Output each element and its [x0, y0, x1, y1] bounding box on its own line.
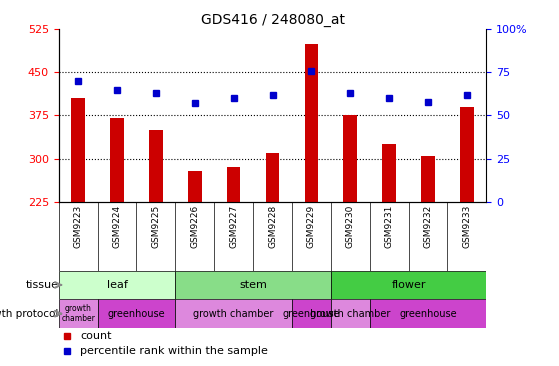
Bar	[266, 153, 280, 202]
Text: leaf: leaf	[107, 280, 127, 290]
Text: greenhouse: greenhouse	[283, 309, 340, 319]
Bar	[292, 299, 331, 328]
Text: GSM9225: GSM9225	[151, 205, 160, 249]
Text: tissue: tissue	[26, 280, 59, 290]
Text: GSM9229: GSM9229	[307, 205, 316, 249]
Text: GSM9230: GSM9230	[346, 205, 355, 249]
Bar	[343, 115, 357, 202]
Bar	[188, 171, 202, 202]
Text: GSM9224: GSM9224	[112, 205, 121, 248]
Text: growth chamber: growth chamber	[193, 309, 274, 319]
Bar	[98, 299, 176, 328]
Title: GDS416 / 248080_at: GDS416 / 248080_at	[201, 13, 344, 27]
Bar	[176, 299, 292, 328]
Text: GSM9232: GSM9232	[424, 205, 433, 249]
Text: greenhouse: greenhouse	[108, 309, 165, 319]
Text: GSM9231: GSM9231	[385, 205, 394, 249]
Bar	[331, 299, 369, 328]
Text: growth chamber: growth chamber	[310, 309, 390, 319]
Text: count: count	[80, 331, 112, 341]
Text: GSM9233: GSM9233	[462, 205, 471, 249]
Bar	[331, 270, 486, 299]
Text: stem: stem	[239, 280, 267, 290]
Text: growth
chamber: growth chamber	[61, 304, 95, 324]
Text: GSM9223: GSM9223	[74, 205, 83, 249]
Bar	[460, 107, 473, 202]
Bar	[305, 44, 318, 202]
Text: GSM9226: GSM9226	[190, 205, 199, 249]
Bar	[227, 167, 240, 202]
Text: percentile rank within the sample: percentile rank within the sample	[80, 346, 268, 356]
Bar	[72, 98, 85, 202]
Bar	[382, 144, 396, 202]
Text: GSM9227: GSM9227	[229, 205, 238, 249]
Bar	[149, 130, 163, 202]
Text: growth protocol: growth protocol	[0, 309, 59, 319]
Text: GSM9228: GSM9228	[268, 205, 277, 249]
Bar	[110, 118, 124, 202]
Bar	[421, 156, 435, 202]
Text: greenhouse: greenhouse	[399, 309, 457, 319]
Text: flower: flower	[391, 280, 426, 290]
Bar	[59, 299, 98, 328]
Bar	[59, 270, 176, 299]
Bar	[176, 270, 331, 299]
Bar	[369, 299, 486, 328]
